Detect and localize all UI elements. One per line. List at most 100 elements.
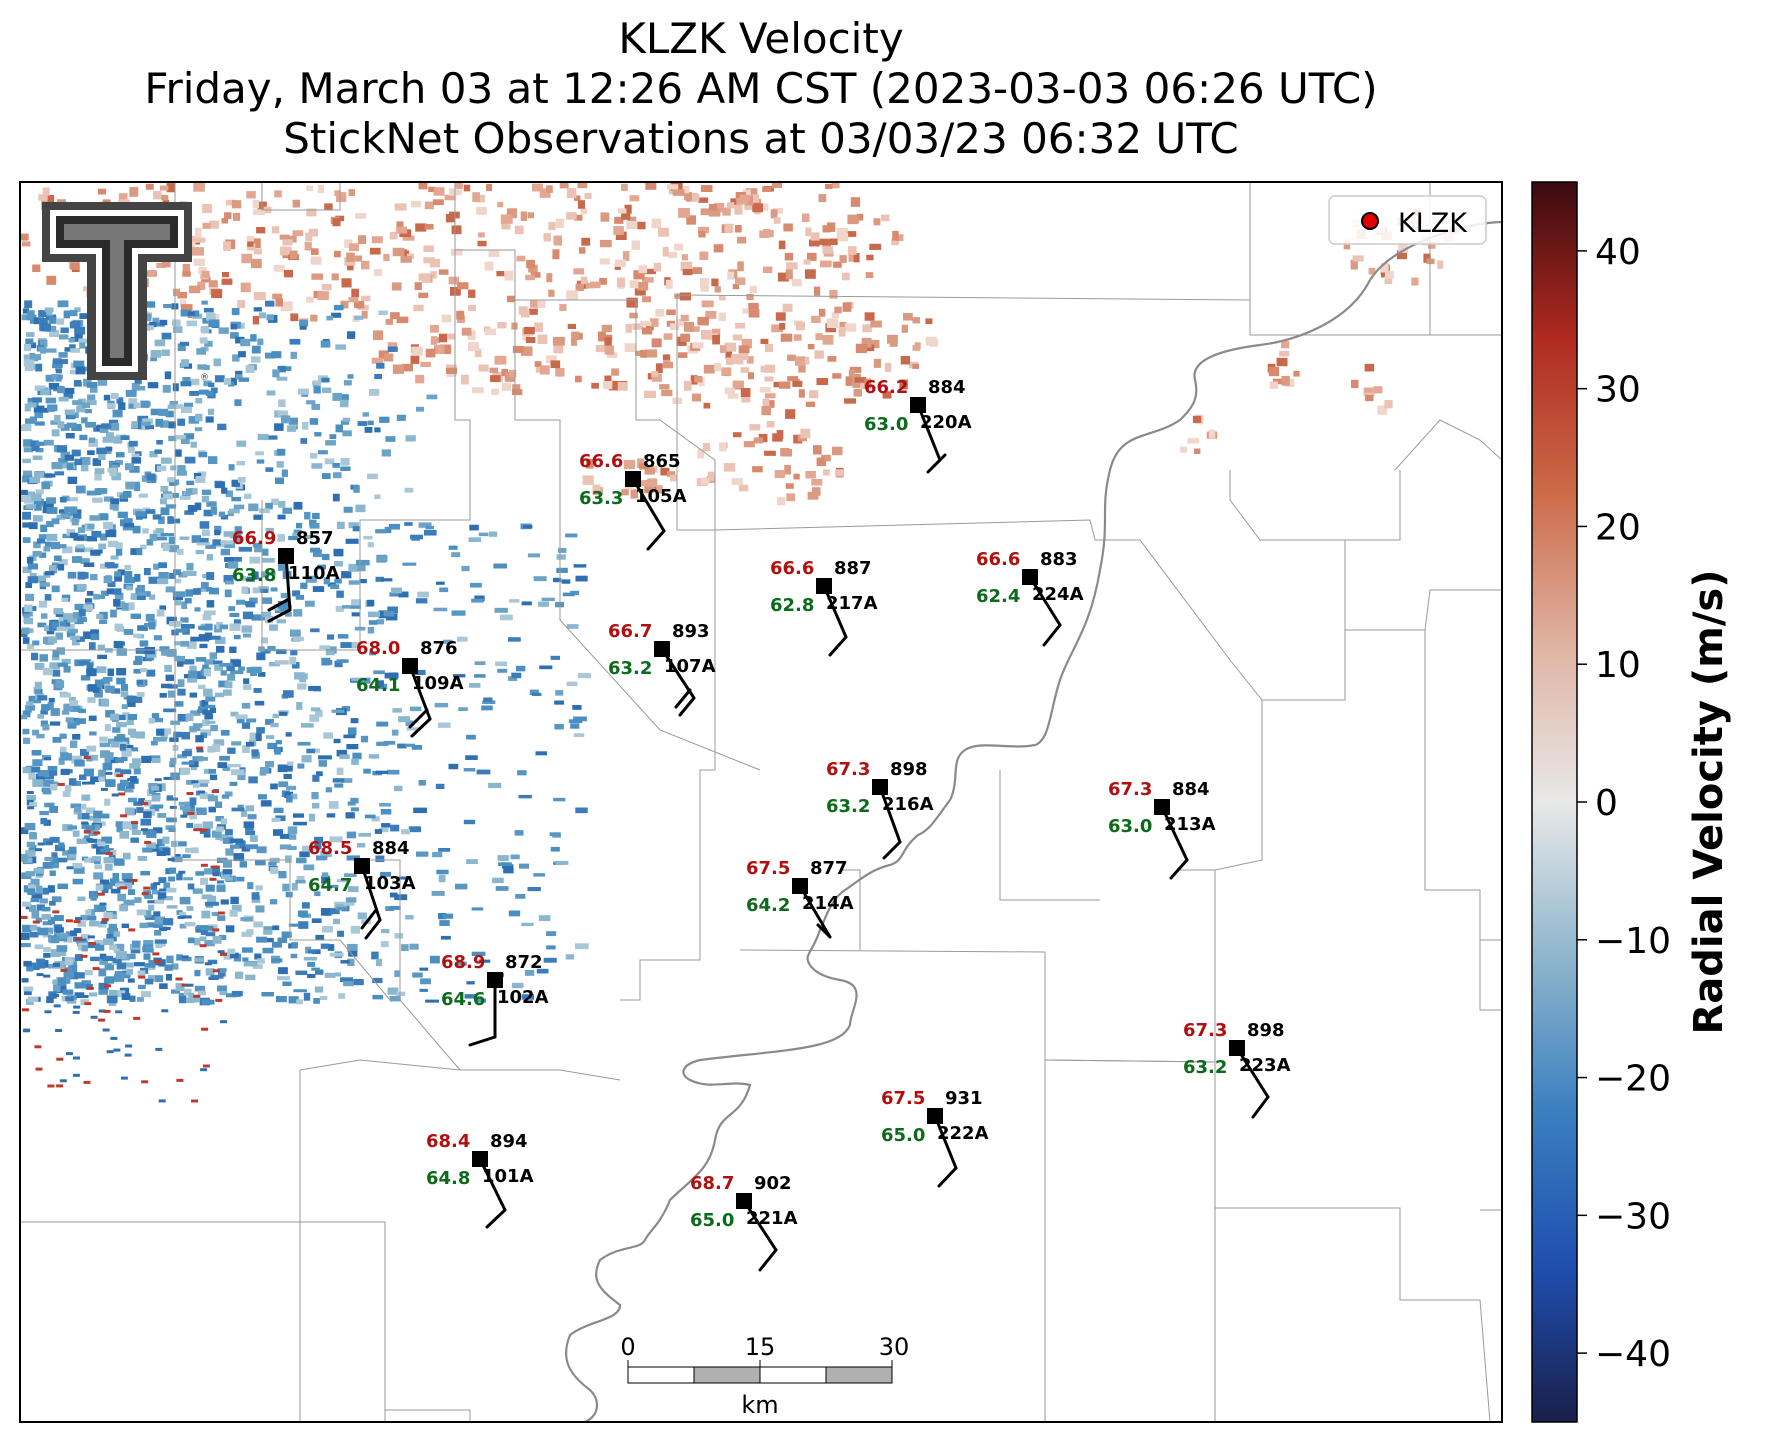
- station-pressure: 931: [945, 1088, 983, 1109]
- station-214A[interactable]: 67.5 877 64.2 214A: [746, 858, 854, 939]
- colorbar: 40 30 20 10 0 −10 −20 −30 −40 Radial Velocity (m…: [1531, 181, 1732, 1423]
- title-datetime: Friday, March 03 at 12:26 AM CST (2023-0…: [144, 64, 1378, 113]
- station-101A[interactable]: 68.4 894 64.8 101A: [426, 1131, 534, 1229]
- wind-barb-icon: [937, 1166, 958, 1188]
- title-radar: KLZK Velocity: [618, 14, 904, 63]
- wind-barb-icon: [468, 1035, 497, 1047]
- wind-barb-icon: [674, 688, 692, 709]
- station-221A[interactable]: 68.7 902 65.0 221A: [690, 1173, 798, 1272]
- station-pressure: 902: [754, 1173, 792, 1194]
- wind-barb-icon: [1160, 805, 1189, 862]
- wind-barb-icon: [822, 584, 848, 639]
- wind-barb-icon: [631, 477, 666, 533]
- wind-barb-icon: [1251, 1095, 1270, 1119]
- colorbar-ticks: 40 30 20 10 0 −10 −20 −30 −40: [1577, 232, 1671, 1375]
- wind-barb-icon: [408, 708, 429, 729]
- wind-barb-icon: [933, 1114, 958, 1170]
- wind-barb-icon: [816, 923, 832, 939]
- station-dewpoint: 63.0: [864, 414, 908, 435]
- station-marker-icon: [1229, 1040, 1245, 1056]
- station-213A[interactable]: 67.3 884 63.0 213A: [1108, 779, 1216, 880]
- wind-barb-icon: [882, 840, 902, 860]
- stations-layer: 66.2 884 63.0 220A 66.6 865 63.3 105A 66.9 857 63.…: [232, 377, 1291, 1272]
- station-103A[interactable]: 68.5 884 64.7 103A: [308, 838, 416, 940]
- station-id: 217A: [826, 593, 878, 614]
- wind-barb-icon: [742, 1199, 778, 1252]
- legend: KLZK: [1328, 195, 1487, 245]
- station-217A[interactable]: 66.6 887 62.8 217A: [770, 558, 878, 657]
- colorbar-gradient: [1531, 181, 1578, 1423]
- wind-barb-icon: [410, 717, 432, 738]
- station-marker-icon: [402, 658, 418, 674]
- station-222A[interactable]: 67.5 931 65.0 222A: [881, 1088, 989, 1188]
- station-marker-icon: [487, 972, 503, 988]
- station-id: 214A: [802, 893, 854, 914]
- station-223A[interactable]: 67.3 898 63.2 223A: [1183, 1020, 1291, 1119]
- station-105A[interactable]: 66.6 865 63.3 105A: [579, 451, 687, 551]
- station-dewpoint: 65.0: [881, 1125, 925, 1146]
- station-id: 110A: [288, 563, 340, 584]
- station-pressure: 883: [1040, 549, 1078, 570]
- wind-barb-icon: [364, 918, 382, 940]
- scale-bar: 0 15 30 km: [620, 1333, 909, 1419]
- scale-tick-30: 30: [879, 1333, 910, 1361]
- station-pressure: 857: [296, 528, 334, 549]
- colorbar-tick-label: −40: [1595, 1334, 1671, 1375]
- legend-label: KLZK: [1398, 208, 1468, 239]
- station-id: 105A: [635, 486, 687, 507]
- scale-tick-0: 0: [620, 1333, 635, 1361]
- wind-barb-icon: [678, 696, 696, 717]
- texas-tech-logo: ®: [42, 202, 209, 383]
- station-pressure: 894: [490, 1131, 528, 1152]
- station-marker-icon: [910, 397, 926, 413]
- station-220A[interactable]: 66.2 884 63.0 220A: [864, 377, 972, 474]
- station-temperature: 66.6: [770, 558, 814, 579]
- station-110A[interactable]: 66.9 857 63.8 110A: [232, 528, 340, 623]
- station-marker-icon: [1022, 569, 1038, 585]
- legend-marker-icon: [1361, 212, 1379, 230]
- station-dewpoint: 64.1: [356, 675, 400, 696]
- station-id: 103A: [364, 873, 416, 894]
- state-border-river: [565, 220, 1502, 1422]
- station-dewpoint: 65.0: [690, 1210, 734, 1231]
- title-observations: StickNet Observations at 03/03/23 06:32 …: [283, 114, 1239, 163]
- station-temperature: 66.2: [864, 377, 908, 398]
- station-marker-icon: [816, 578, 832, 594]
- station-id: 223A: [1239, 1055, 1291, 1076]
- station-temperature: 67.3: [1108, 779, 1152, 800]
- wind-barb-icon: [284, 554, 292, 612]
- station-temperature: 68.9: [441, 952, 485, 973]
- station-dewpoint: 64.2: [746, 895, 790, 916]
- station-marker-icon: [472, 1151, 488, 1167]
- station-temperature: 67.3: [826, 759, 870, 780]
- station-dewpoint: 64.6: [441, 989, 485, 1010]
- colorbar-tick-label: 20: [1595, 507, 1641, 548]
- station-id: 221A: [746, 1208, 798, 1229]
- wind-barb-icon: [1235, 1046, 1270, 1099]
- station-216A[interactable]: 67.3 898 63.2 216A: [826, 759, 934, 860]
- station-dewpoint: 63.8: [232, 565, 276, 586]
- station-id: 109A: [412, 673, 464, 694]
- station-pressure: 872: [505, 952, 543, 973]
- station-id: 220A: [920, 412, 972, 433]
- wind-barb-icon: [1169, 858, 1189, 880]
- station-temperature: 68.4: [426, 1131, 470, 1152]
- station-224A[interactable]: 66.6 883 62.4 224A: [976, 549, 1084, 647]
- station-109A[interactable]: 68.0 876 64.1 109A: [356, 638, 464, 738]
- station-107A[interactable]: 66.7 893 63.2 107A: [608, 621, 716, 717]
- station-dewpoint: 64.8: [426, 1168, 470, 1189]
- figure-title: KLZK Velocity Friday, March 03 at 12:26 …: [0, 14, 1522, 164]
- wind-barb-icon: [267, 608, 292, 623]
- colorbar-tick-label: −10: [1595, 921, 1671, 962]
- trademark-symbol: ®: [200, 373, 209, 383]
- station-marker-icon: [736, 1193, 752, 1209]
- station-marker-icon: [278, 548, 294, 564]
- station-temperature: 66.6: [976, 549, 1020, 570]
- station-pressure: 884: [1172, 779, 1210, 800]
- station-id: 213A: [1164, 814, 1216, 835]
- colorbar-tick-label: −30: [1595, 1196, 1671, 1237]
- station-102A[interactable]: 68.9 872 64.6 102A: [441, 952, 549, 1047]
- station-marker-icon: [654, 641, 670, 657]
- colorbar-tick-label: 10: [1595, 645, 1641, 686]
